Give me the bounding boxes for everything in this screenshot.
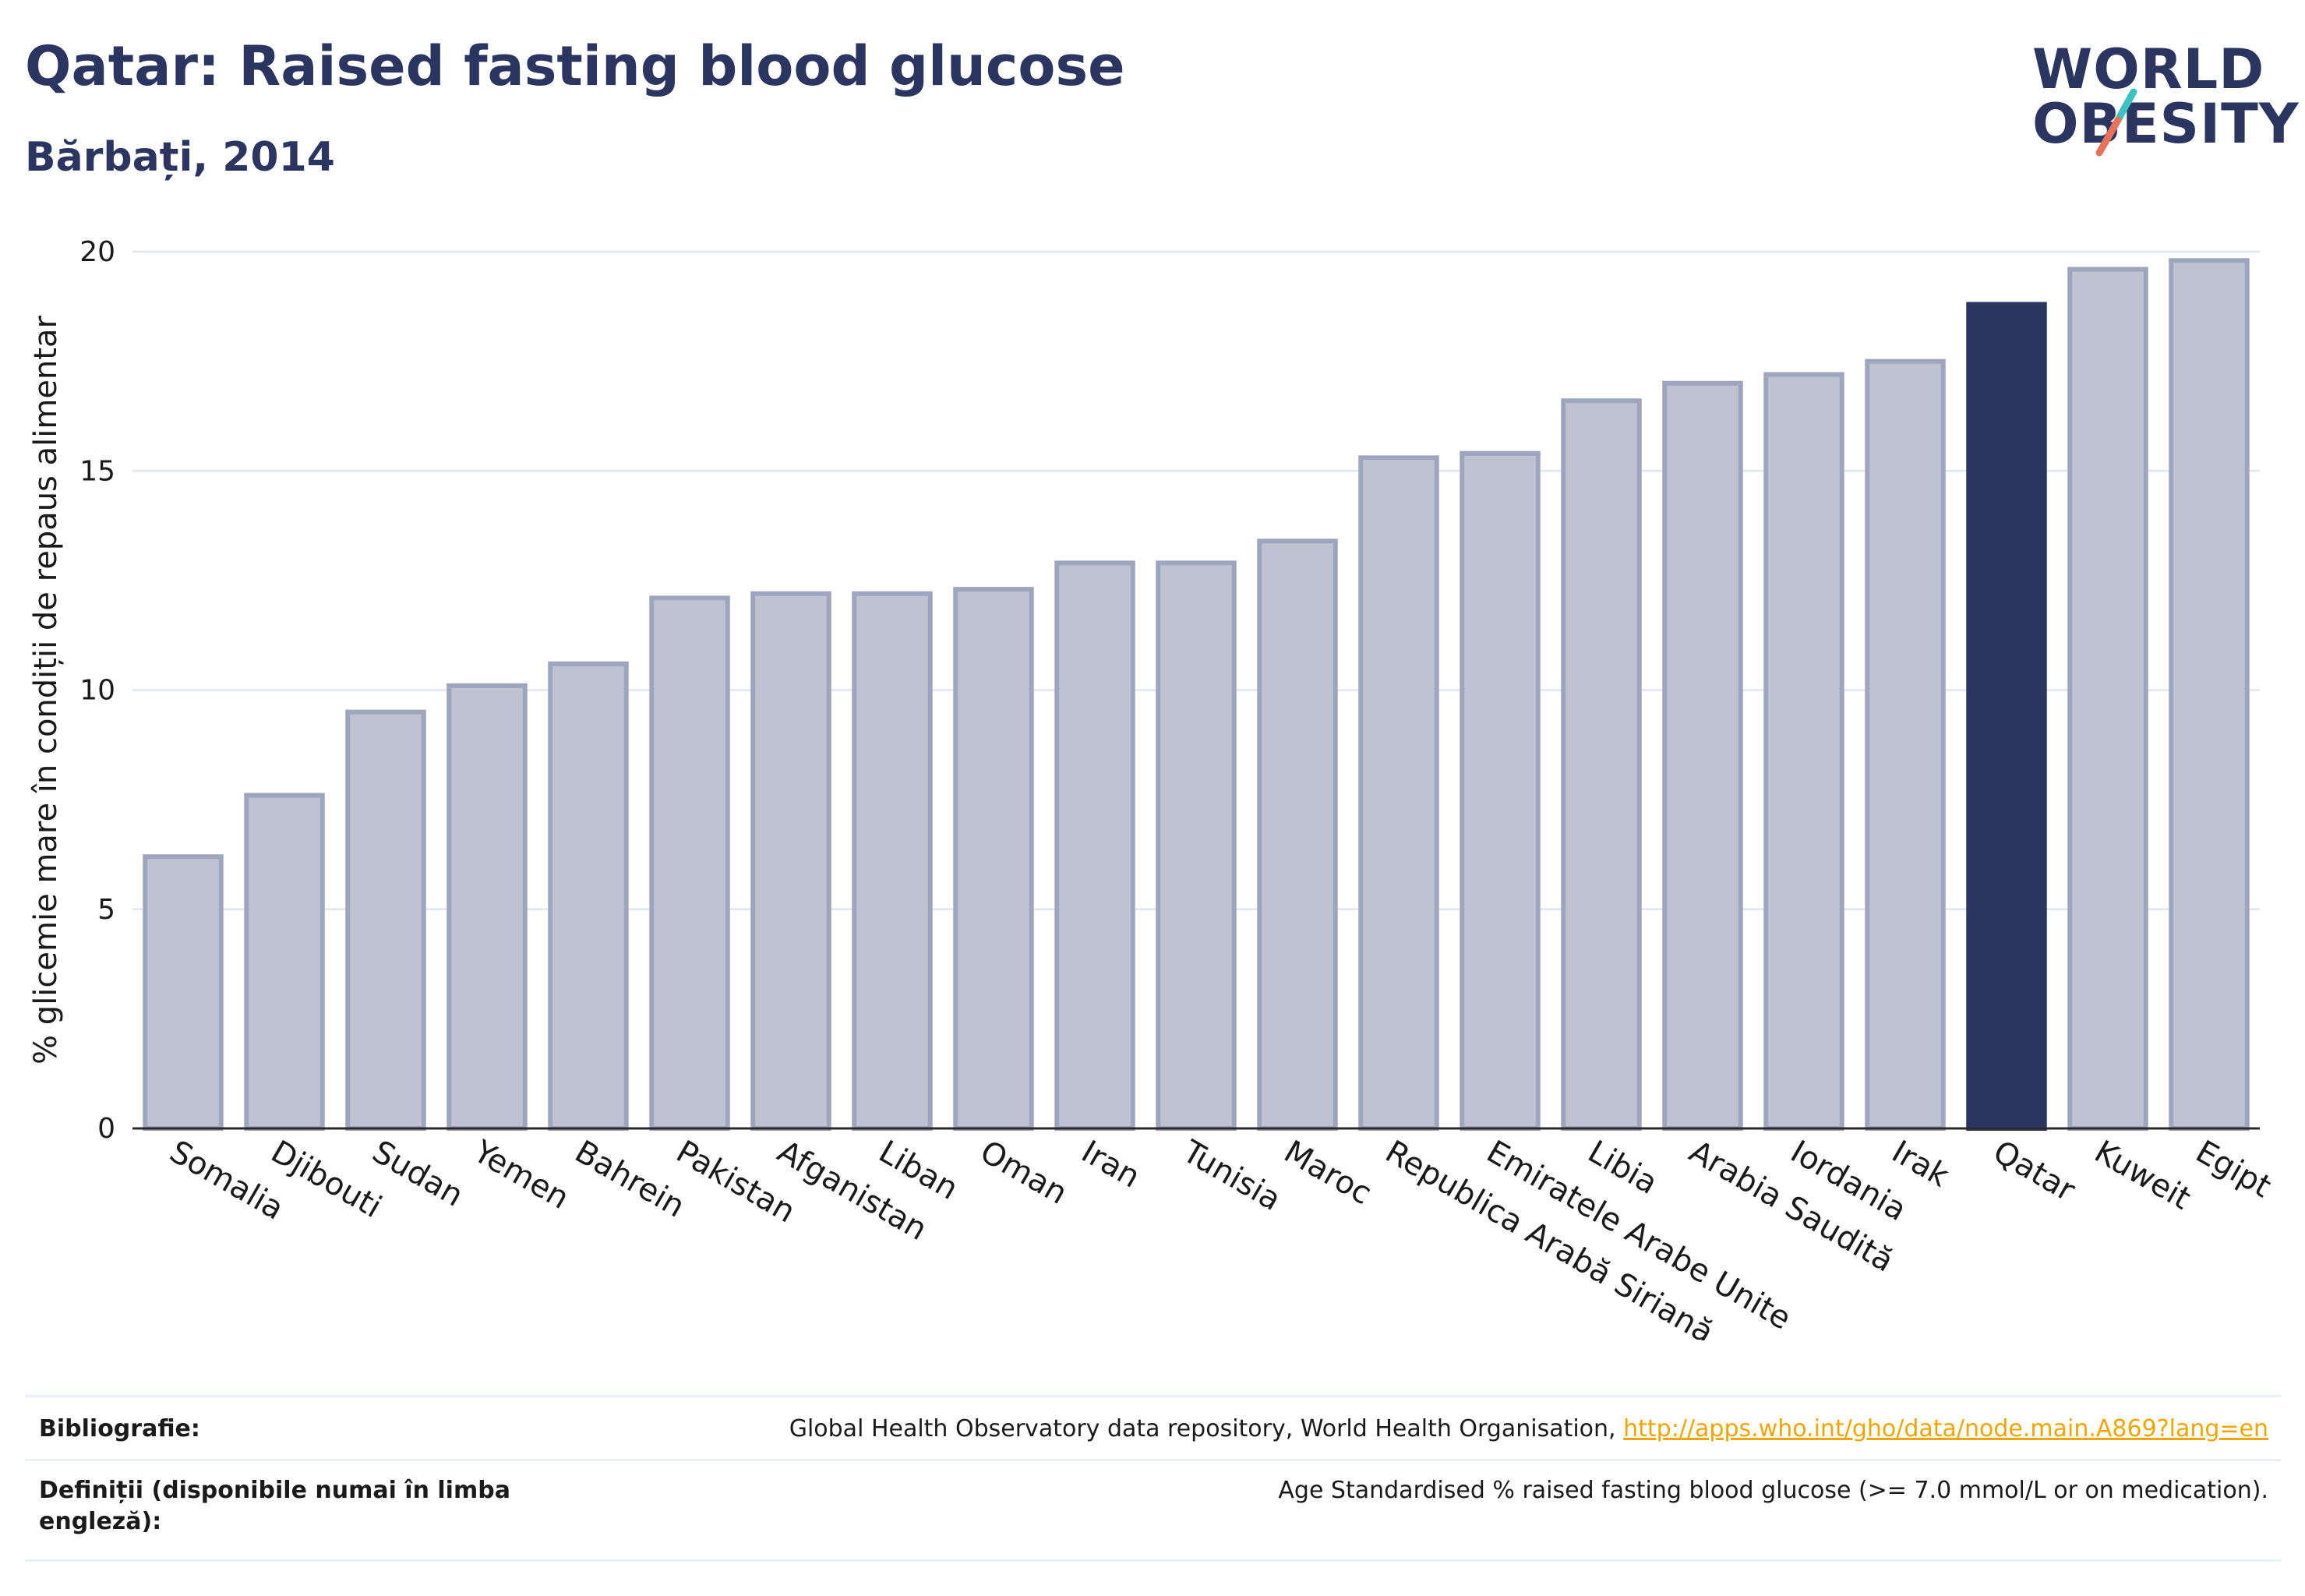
- x-tick-label: Kuweit: [2088, 1134, 2197, 1217]
- y-tick-label: 15: [79, 455, 115, 487]
- bar: [2169, 258, 2250, 1131]
- logo-word-world: WORLD: [2032, 37, 2265, 101]
- bar: [953, 587, 1034, 1131]
- bibliography-value: Global Health Observatory data repositor…: [789, 1414, 2268, 1445]
- bar: [1358, 455, 1439, 1131]
- bar: [1561, 398, 1642, 1131]
- bar: [649, 595, 730, 1131]
- x-tick-label: Maroc: [1278, 1134, 1378, 1212]
- bar: [244, 793, 325, 1131]
- x-tick-label: Qatar: [1987, 1134, 2081, 1209]
- bar-chart: 0 5 10 15 20 % glicemie mare în condiții de r…: [28, 236, 2277, 1340]
- bibliography-link[interactable]: http://apps.who.int/gho/data/node.main.A…: [1623, 1415, 2268, 1442]
- bar: [1865, 358, 1946, 1131]
- bibliography-row: Bibliografie: Global Health Observatory …: [25, 1395, 2281, 1461]
- chart-title: Qatar: Raised fasting blood glucose: [25, 34, 1125, 98]
- bar: [1257, 538, 1338, 1131]
- world-obesity-logo[interactable]: WORLD OBESITY: [2032, 34, 2299, 167]
- bibliography-label: Bibliografie:: [39, 1415, 200, 1442]
- bar: [447, 683, 528, 1131]
- bar: [143, 854, 224, 1131]
- logo-slash-icon: [2095, 88, 2137, 157]
- y-tick-label: 20: [79, 236, 115, 268]
- x-tick-label: Djibouti: [265, 1134, 387, 1225]
- x-tick-label: Irak: [1886, 1134, 1955, 1195]
- x-tick-label: Tunisia: [1176, 1133, 1287, 1218]
- bar: [1662, 380, 1743, 1131]
- y-tick-label: 10: [79, 675, 115, 707]
- bar: [1460, 450, 1541, 1131]
- y-tick-label: 5: [97, 894, 115, 926]
- bar: [1763, 372, 1844, 1131]
- bar: [548, 661, 629, 1131]
- y-tick-label: 0: [97, 1113, 115, 1145]
- definitions-label: Definiții (disponibile numai în limba en…: [39, 1477, 510, 1535]
- x-tick-label: Bahrein: [569, 1134, 690, 1225]
- y-axis-title: % glicemie mare în condiții de repaus al…: [28, 316, 64, 1065]
- chart-subtitle: Bărbați, 2014: [25, 134, 335, 181]
- x-tick-label: Iran: [1075, 1134, 1146, 1195]
- x-tick-label: Somalia: [164, 1134, 290, 1227]
- x-tick-label: Egipt: [2190, 1134, 2277, 1205]
- bar: [345, 709, 426, 1131]
- definitions-row: Definiții (disponibile numai în limba en…: [25, 1459, 2281, 1562]
- bar: [750, 591, 831, 1131]
- x-tick-label: Yemen: [467, 1133, 575, 1216]
- bibliography-text: Global Health Observatory data repositor…: [789, 1415, 1616, 1442]
- logo-word-obesity: OBESITY: [2032, 92, 2300, 156]
- bar: [1966, 302, 2047, 1131]
- x-tick-label: Oman: [974, 1134, 1073, 1212]
- bar: [1054, 560, 1135, 1131]
- footer-table: Bibliografie: Global Health Observatory …: [25, 1395, 2281, 1566]
- bar: [852, 591, 933, 1131]
- bar: [2067, 267, 2148, 1131]
- bar: [1156, 560, 1237, 1131]
- definitions-text: Age Standardised % raised fasting blood …: [1278, 1477, 2268, 1504]
